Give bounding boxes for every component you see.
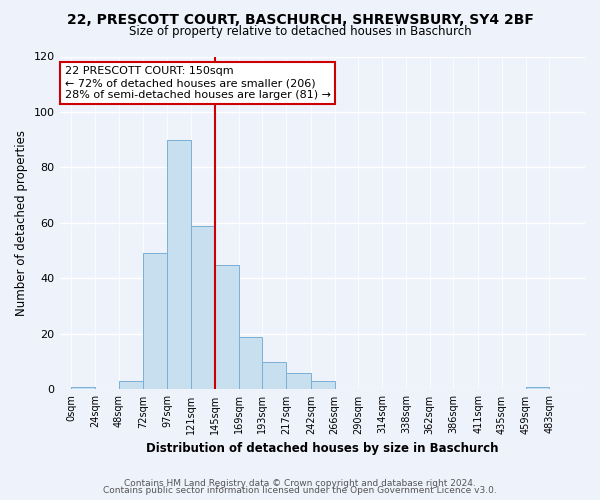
Bar [143,254,167,390]
Text: Contains HM Land Registry data © Crown copyright and database right 2024.: Contains HM Land Registry data © Crown c… [124,478,476,488]
Bar [215,264,239,390]
Y-axis label: Number of detached properties: Number of detached properties [15,130,28,316]
Text: Contains public sector information licensed under the Open Government Licence v3: Contains public sector information licen… [103,486,497,495]
Bar [262,362,286,390]
Bar [239,336,262,390]
Bar [71,386,95,390]
X-axis label: Distribution of detached houses by size in Baschurch: Distribution of detached houses by size … [146,442,499,455]
Text: 22 PRESCOTT COURT: 150sqm
← 72% of detached houses are smaller (206)
28% of semi: 22 PRESCOTT COURT: 150sqm ← 72% of detac… [65,66,331,100]
Bar [167,140,191,390]
Text: 22, PRESCOTT COURT, BASCHURCH, SHREWSBURY, SY4 2BF: 22, PRESCOTT COURT, BASCHURCH, SHREWSBUR… [67,12,533,26]
Bar [286,373,311,390]
Bar [311,381,335,390]
Bar [526,386,550,390]
Bar [119,381,143,390]
Bar [191,226,215,390]
Text: Size of property relative to detached houses in Baschurch: Size of property relative to detached ho… [128,25,472,38]
